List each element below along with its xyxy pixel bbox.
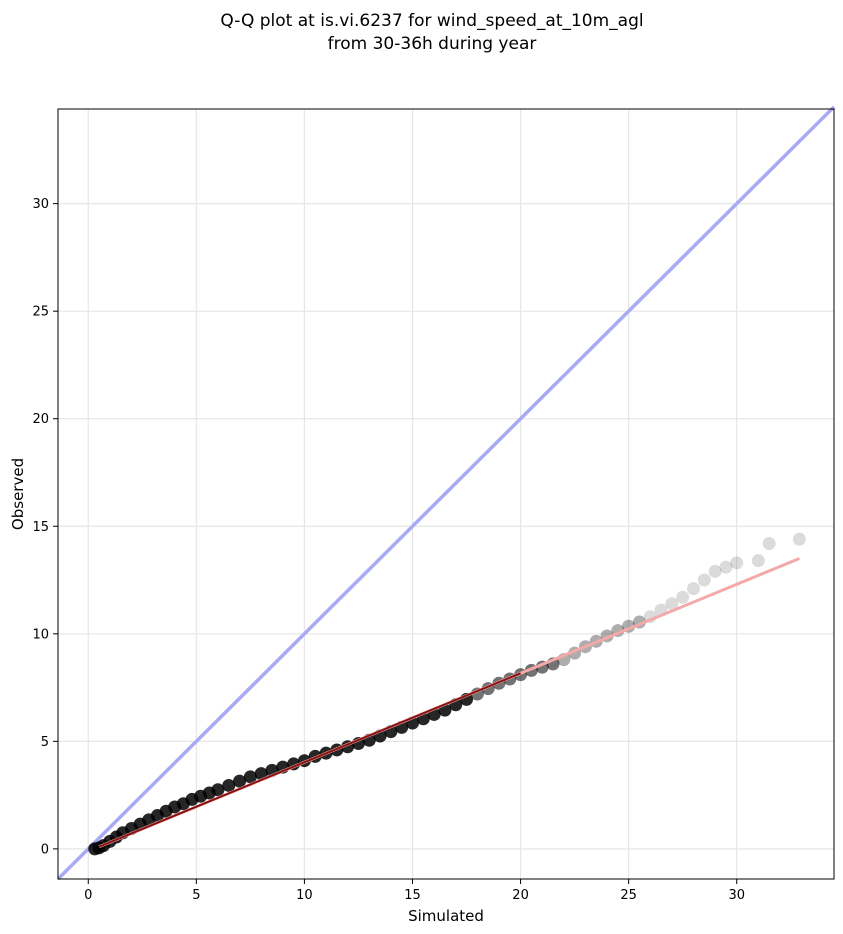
y-tick-label: 15 xyxy=(32,520,49,535)
data-point xyxy=(222,778,236,792)
x-tick-label: 10 xyxy=(296,888,313,903)
data-point xyxy=(676,590,690,604)
x-tick-label: 5 xyxy=(192,888,200,903)
x-tick-label: 15 xyxy=(404,888,421,903)
chart-subtitle: from 30-36h during year xyxy=(328,34,537,54)
data-points xyxy=(88,532,806,856)
axis-ticks: 0 5 10 15 20 25 30 0 5 10 15 20 25 30 xyxy=(32,197,745,903)
data-point xyxy=(233,774,247,788)
y-tick-label: 20 xyxy=(32,412,49,427)
data-point xyxy=(686,582,700,596)
data-point xyxy=(762,536,776,550)
data-point xyxy=(665,597,679,611)
y-tick-label: 0 xyxy=(41,842,49,857)
identity-line xyxy=(56,105,836,881)
fit-line-dense-segment xyxy=(98,672,521,848)
data-point xyxy=(211,783,225,797)
y-axis-label: Observed xyxy=(9,458,27,530)
x-tick-label: 25 xyxy=(620,888,637,903)
x-tick-label: 30 xyxy=(728,888,745,903)
data-point xyxy=(243,770,257,784)
data-point xyxy=(751,554,765,568)
y-tick-label: 30 xyxy=(32,197,49,212)
grid-lines xyxy=(58,109,834,879)
data-point xyxy=(697,573,711,587)
data-point xyxy=(708,564,722,578)
y-tick-label: 25 xyxy=(32,305,49,320)
chart-title: Q-Q plot at is.vi.6237 for wind_speed_at… xyxy=(220,11,643,31)
x-axis-label: Simulated xyxy=(408,907,484,925)
x-tick-label: 0 xyxy=(84,888,92,903)
plot-frame xyxy=(57,108,835,880)
data-point xyxy=(254,767,268,781)
y-tick-label: 5 xyxy=(41,735,49,750)
data-point xyxy=(730,556,744,570)
y-tick-label: 10 xyxy=(32,627,49,642)
x-tick-label: 20 xyxy=(512,888,529,903)
reference-lines xyxy=(56,105,836,881)
data-point xyxy=(719,560,733,574)
data-point xyxy=(792,532,806,546)
